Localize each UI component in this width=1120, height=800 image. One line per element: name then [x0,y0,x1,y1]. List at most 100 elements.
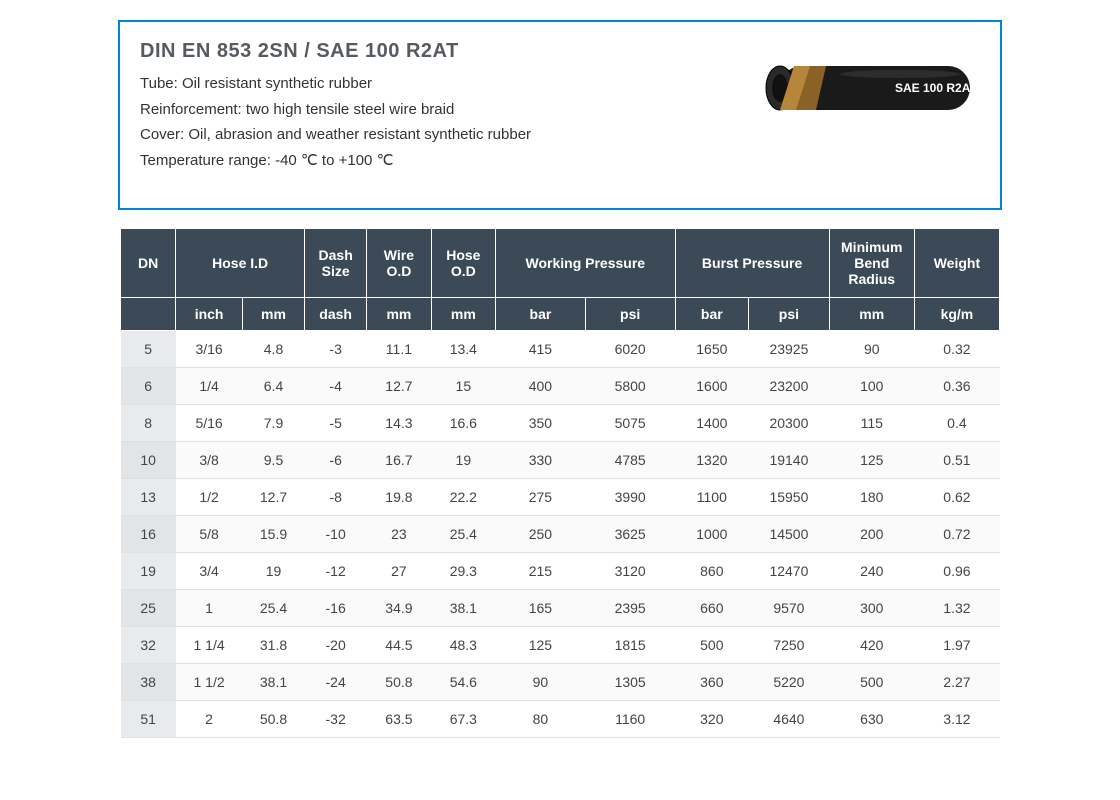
cell-mm: 15.9 [242,516,304,553]
cell-inch: 2 [176,701,243,738]
cell-dn: 10 [121,442,176,479]
table-row: 85/167.9-514.316.635050751400203001150.4 [121,405,1000,442]
cell-wire: 27 [367,553,431,590]
cell-hose: 29.3 [431,553,495,590]
col-burst: Burst Pressure [675,229,829,298]
cell-bpsi: 4640 [749,701,830,738]
cell-inch: 1/4 [176,368,243,405]
cell-dn: 19 [121,553,176,590]
cell-wbar: 330 [496,442,586,479]
cell-bbar: 1400 [675,405,749,442]
cell-wbar: 90 [496,664,586,701]
cell-rad: 100 [829,368,914,405]
table-header-row-2: inch mm dash mm mm bar psi bar psi mm kg… [121,298,1000,331]
cell-wt: 0.62 [914,479,999,516]
table-row: 321 1/431.8-2044.548.3125181550072504201… [121,627,1000,664]
unit-wt: kg/m [914,298,999,331]
cell-hose: 67.3 [431,701,495,738]
cell-wpsi: 2395 [585,590,675,627]
cell-mm: 4.8 [242,331,304,368]
cell-rad: 420 [829,627,914,664]
cell-wbar: 250 [496,516,586,553]
cell-hose: 16.6 [431,405,495,442]
unit-bbar: bar [675,298,749,331]
spec-cover: Cover: Oil, abrasion and weather resista… [140,122,980,148]
col-dn: DN [121,229,176,298]
cell-wbar: 165 [496,590,586,627]
table-body: 53/164.8-311.113.44156020165023925900.32… [121,331,1000,738]
cell-bbar: 360 [675,664,749,701]
cell-bbar: 1100 [675,479,749,516]
hose-image: SAE 100 R2AT [750,52,980,124]
cell-bpsi: 23200 [749,368,830,405]
col-bend: Minimum Bend Radius [829,229,914,298]
cell-mm: 31.8 [242,627,304,664]
col-work: Working Pressure [496,229,675,298]
cell-rad: 300 [829,590,914,627]
cell-hose: 38.1 [431,590,495,627]
cell-wire: 34.9 [367,590,431,627]
cell-dash: -32 [305,701,367,738]
cell-dash: -8 [305,479,367,516]
cell-inch: 3/8 [176,442,243,479]
cell-wire: 11.1 [367,331,431,368]
table-row: 165/815.9-102325.425036251000145002000.7… [121,516,1000,553]
cell-rad: 180 [829,479,914,516]
cell-inch: 1 1/2 [176,664,243,701]
cell-bbar: 860 [675,553,749,590]
cell-bpsi: 7250 [749,627,830,664]
cell-dash: -4 [305,368,367,405]
cell-dash: -5 [305,405,367,442]
table-row: 131/212.7-819.822.227539901100159501800.… [121,479,1000,516]
cell-wpsi: 3990 [585,479,675,516]
hose-label-text: SAE 100 R2AT [895,81,977,95]
col-hose-od: Hose O.D [431,229,495,298]
cell-wire: 23 [367,516,431,553]
table-row: 103/89.5-616.71933047851320191401250.51 [121,442,1000,479]
unit-mm: mm [242,298,304,331]
spec-info-box: DIN EN 853 2SN / SAE 100 R2AT Tube: Oil … [118,20,1002,210]
table-row: 25125.4-1634.938.1165239566095703001.32 [121,590,1000,627]
col-dash: Dash Size [305,229,367,298]
cell-hose: 54.6 [431,664,495,701]
cell-wire: 19.8 [367,479,431,516]
col-wire-od: Wire O.D [367,229,431,298]
cell-dash: -16 [305,590,367,627]
cell-mm: 9.5 [242,442,304,479]
table-row: 51250.8-3263.567.380116032046406303.12 [121,701,1000,738]
cell-wt: 0.36 [914,368,999,405]
cell-inch: 1/2 [176,479,243,516]
cell-mm: 6.4 [242,368,304,405]
cell-wt: 3.12 [914,701,999,738]
cell-rad: 200 [829,516,914,553]
cell-wt: 1.97 [914,627,999,664]
cell-mm: 12.7 [242,479,304,516]
cell-wire: 44.5 [367,627,431,664]
cell-mm: 38.1 [242,664,304,701]
cell-wbar: 400 [496,368,586,405]
cell-inch: 3/16 [176,331,243,368]
cell-dn: 6 [121,368,176,405]
cell-bpsi: 5220 [749,664,830,701]
cell-hose: 19 [431,442,495,479]
cell-rad: 115 [829,405,914,442]
unit-wbar: bar [496,298,586,331]
cell-bbar: 1650 [675,331,749,368]
cell-bpsi: 15950 [749,479,830,516]
cell-wbar: 80 [496,701,586,738]
cell-dn: 13 [121,479,176,516]
cell-mm: 25.4 [242,590,304,627]
cell-wt: 0.51 [914,442,999,479]
table-row: 61/46.4-412.71540058001600232001000.36 [121,368,1000,405]
cell-wbar: 275 [496,479,586,516]
cell-dash: -10 [305,516,367,553]
col-weight: Weight [914,229,999,298]
cell-bpsi: 20300 [749,405,830,442]
cell-dn: 51 [121,701,176,738]
cell-wt: 0.96 [914,553,999,590]
cell-hose: 15 [431,368,495,405]
cell-inch: 5/16 [176,405,243,442]
unit-wpsi: psi [585,298,675,331]
cell-wpsi: 1815 [585,627,675,664]
cell-hose: 13.4 [431,331,495,368]
